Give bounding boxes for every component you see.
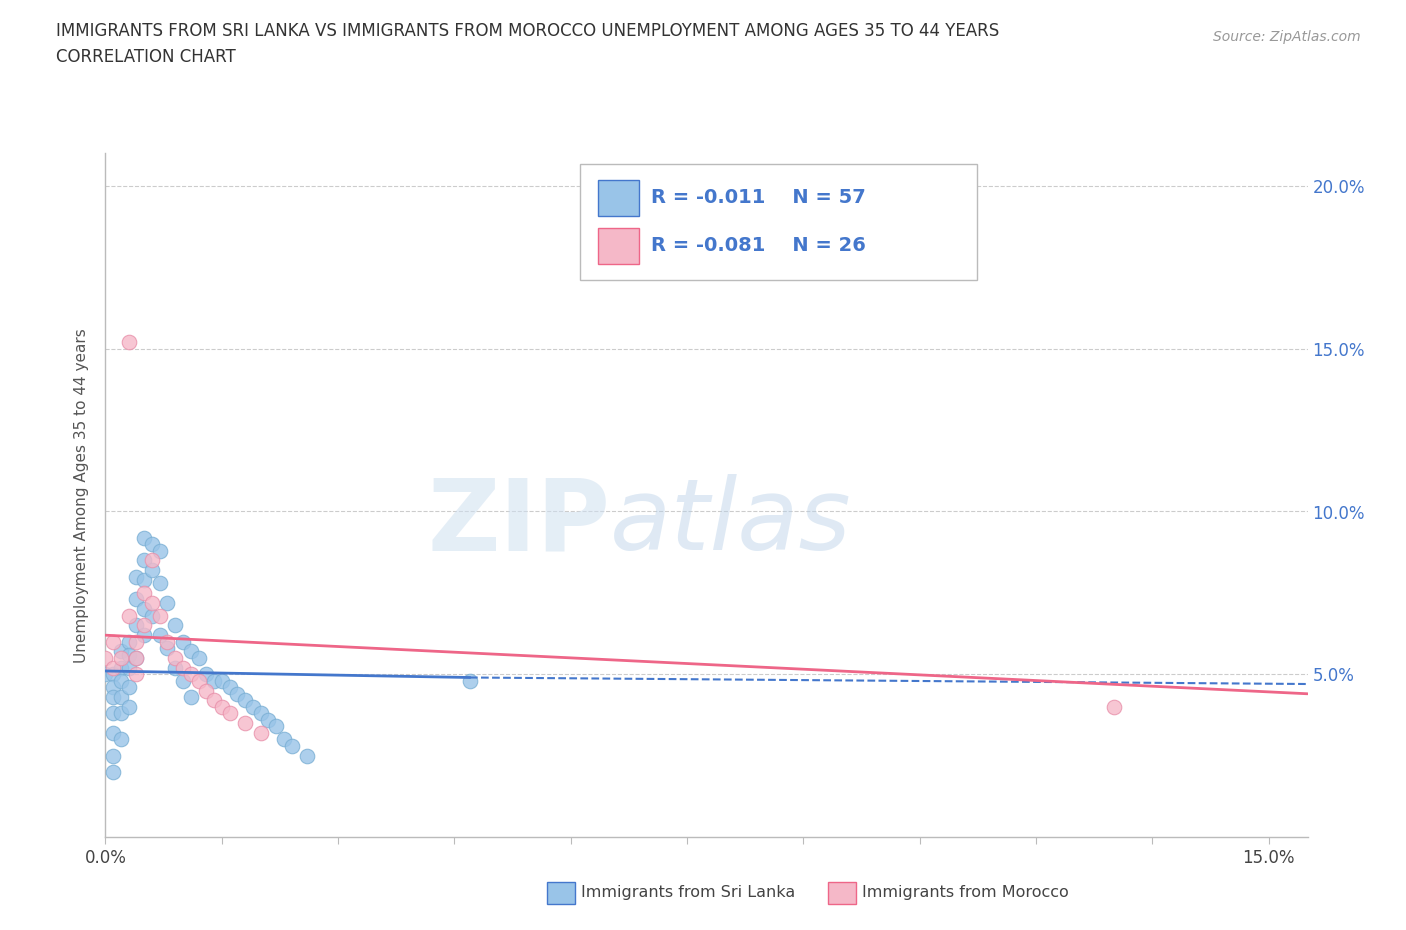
Point bbox=[156, 595, 179, 610]
Point bbox=[257, 712, 280, 727]
Point bbox=[125, 569, 148, 584]
Point bbox=[103, 706, 125, 721]
Point bbox=[242, 699, 264, 714]
Text: Immigrants from Sri Lanka: Immigrants from Sri Lanka bbox=[581, 885, 794, 900]
Point bbox=[103, 680, 125, 695]
Text: atlas: atlas bbox=[610, 474, 852, 571]
Point bbox=[125, 667, 148, 682]
Point bbox=[118, 660, 141, 675]
Point bbox=[218, 680, 240, 695]
Point bbox=[180, 690, 202, 705]
Point bbox=[249, 725, 271, 740]
Point bbox=[187, 651, 209, 666]
Point bbox=[458, 673, 481, 688]
Point bbox=[125, 651, 148, 666]
Point bbox=[118, 680, 141, 695]
Point bbox=[141, 537, 163, 551]
FancyBboxPatch shape bbox=[599, 228, 640, 263]
Point bbox=[118, 647, 141, 662]
Point bbox=[118, 634, 141, 649]
Point bbox=[149, 608, 172, 623]
Point bbox=[180, 644, 202, 659]
Point bbox=[295, 748, 318, 763]
Point bbox=[134, 618, 156, 633]
Point bbox=[103, 667, 125, 682]
Point bbox=[187, 673, 209, 688]
Point bbox=[118, 699, 141, 714]
Point bbox=[195, 667, 218, 682]
Point bbox=[172, 660, 194, 675]
Point bbox=[172, 673, 194, 688]
Point bbox=[280, 738, 302, 753]
Point bbox=[125, 618, 148, 633]
FancyBboxPatch shape bbox=[581, 164, 977, 280]
Point bbox=[103, 748, 125, 763]
Point bbox=[172, 634, 194, 649]
Point bbox=[110, 673, 132, 688]
Point bbox=[180, 667, 202, 682]
Point bbox=[134, 586, 156, 601]
Point bbox=[134, 530, 156, 545]
Point bbox=[233, 693, 256, 708]
Point bbox=[149, 628, 172, 643]
Point bbox=[118, 608, 141, 623]
Point bbox=[1102, 699, 1125, 714]
Point bbox=[110, 644, 132, 659]
Point bbox=[226, 686, 249, 701]
Point bbox=[110, 660, 132, 675]
Text: Immigrants from Morocco: Immigrants from Morocco bbox=[862, 885, 1069, 900]
FancyBboxPatch shape bbox=[599, 180, 640, 216]
Text: Source: ZipAtlas.com: Source: ZipAtlas.com bbox=[1213, 30, 1361, 44]
Point bbox=[103, 764, 125, 779]
Point bbox=[195, 684, 218, 698]
Point bbox=[141, 608, 163, 623]
Point bbox=[125, 634, 148, 649]
Point bbox=[141, 553, 163, 568]
Text: CORRELATION CHART: CORRELATION CHART bbox=[56, 48, 236, 66]
Point bbox=[103, 725, 125, 740]
Point bbox=[134, 573, 156, 588]
Point bbox=[141, 563, 163, 578]
Text: IMMIGRANTS FROM SRI LANKA VS IMMIGRANTS FROM MOROCCO UNEMPLOYMENT AMONG AGES 35 : IMMIGRANTS FROM SRI LANKA VS IMMIGRANTS … bbox=[56, 22, 1000, 40]
Point bbox=[134, 602, 156, 617]
Point bbox=[264, 719, 287, 734]
Point bbox=[134, 628, 156, 643]
Point bbox=[273, 732, 295, 747]
Text: R = -0.081    N = 26: R = -0.081 N = 26 bbox=[651, 236, 866, 256]
Y-axis label: Unemployment Among Ages 35 to 44 years: Unemployment Among Ages 35 to 44 years bbox=[75, 328, 90, 662]
Point bbox=[118, 335, 141, 350]
Point bbox=[202, 673, 225, 688]
Point bbox=[103, 660, 125, 675]
Text: ZIP: ZIP bbox=[427, 474, 610, 571]
Point bbox=[218, 706, 240, 721]
Point bbox=[165, 651, 187, 666]
Point bbox=[94, 651, 117, 666]
Point bbox=[202, 693, 225, 708]
Point bbox=[156, 641, 179, 656]
Point bbox=[110, 732, 132, 747]
Point bbox=[134, 553, 156, 568]
Text: R = -0.011    N = 57: R = -0.011 N = 57 bbox=[651, 188, 866, 207]
Point bbox=[125, 651, 148, 666]
Point bbox=[110, 690, 132, 705]
Point bbox=[149, 576, 172, 591]
Point bbox=[110, 651, 132, 666]
Point bbox=[165, 618, 187, 633]
Point bbox=[141, 595, 163, 610]
Point bbox=[211, 699, 233, 714]
Point bbox=[110, 706, 132, 721]
Point bbox=[125, 592, 148, 607]
Point bbox=[103, 690, 125, 705]
Point bbox=[149, 543, 172, 558]
Point bbox=[94, 667, 117, 682]
Point bbox=[249, 706, 271, 721]
Point bbox=[233, 716, 256, 731]
Point bbox=[165, 660, 187, 675]
Point bbox=[103, 634, 125, 649]
Point bbox=[211, 673, 233, 688]
Point bbox=[156, 634, 179, 649]
